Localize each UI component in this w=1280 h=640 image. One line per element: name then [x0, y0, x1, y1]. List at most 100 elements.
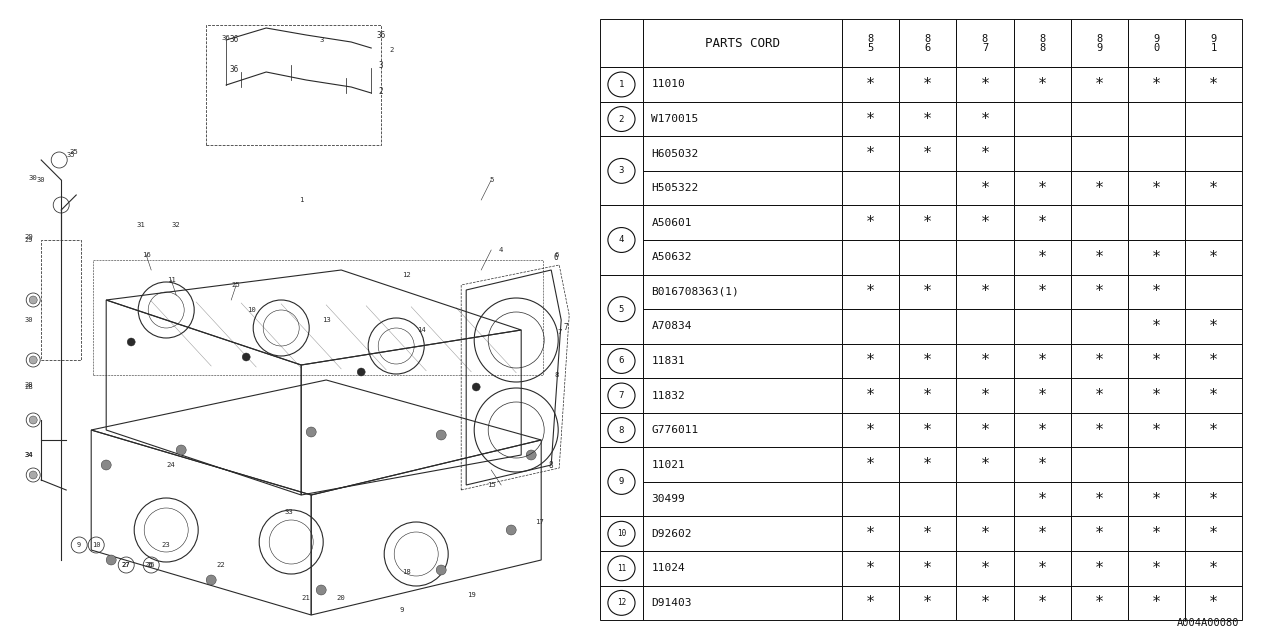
Text: *: *: [1094, 180, 1103, 196]
Text: 8
9: 8 9: [1096, 33, 1102, 53]
Bar: [41, 240, 81, 360]
Text: *: *: [867, 388, 876, 403]
Text: *: *: [1152, 353, 1161, 369]
Text: *: *: [1038, 422, 1047, 438]
Text: 5: 5: [618, 305, 625, 314]
Text: 29: 29: [24, 234, 33, 240]
Text: *: *: [980, 422, 989, 438]
Text: 9: 9: [618, 477, 625, 486]
Bar: [1185, 171, 1243, 205]
Text: A50601: A50601: [652, 218, 692, 228]
Circle shape: [242, 353, 250, 361]
Text: *: *: [867, 111, 876, 127]
Text: *: *: [923, 215, 932, 230]
Text: 9
0: 9 0: [1153, 33, 1160, 53]
Bar: [1185, 67, 1243, 102]
Bar: [643, 551, 842, 586]
Text: 1: 1: [618, 80, 625, 89]
Bar: [956, 67, 1014, 102]
Text: H605032: H605032: [652, 148, 699, 159]
Bar: [1014, 171, 1070, 205]
Text: 2: 2: [379, 88, 384, 97]
Bar: [1014, 309, 1070, 344]
Text: *: *: [980, 595, 989, 611]
Bar: [1128, 551, 1185, 586]
Bar: [1185, 586, 1243, 620]
Text: 12: 12: [402, 272, 411, 278]
Text: 34: 34: [24, 452, 33, 458]
Text: *: *: [1094, 422, 1103, 438]
Text: 24: 24: [166, 462, 175, 468]
Text: 36: 36: [221, 35, 230, 41]
Text: 13: 13: [321, 317, 330, 323]
Text: *: *: [867, 353, 876, 369]
Bar: [1014, 586, 1070, 620]
Bar: [956, 19, 1014, 67]
Text: 17: 17: [535, 519, 544, 525]
Text: *: *: [1210, 319, 1219, 334]
Bar: [1070, 482, 1128, 516]
Text: 10: 10: [92, 542, 100, 548]
Bar: [600, 136, 643, 205]
Text: *: *: [923, 457, 932, 472]
Bar: [1014, 482, 1070, 516]
Text: 9
1: 9 1: [1211, 33, 1217, 53]
Bar: [1128, 102, 1185, 136]
Text: 30: 30: [29, 175, 37, 181]
Text: *: *: [1094, 595, 1103, 611]
Text: 11010: 11010: [652, 79, 685, 90]
Bar: [1185, 344, 1243, 378]
Text: 21: 21: [302, 595, 311, 601]
Text: *: *: [867, 422, 876, 438]
Circle shape: [101, 460, 111, 470]
Bar: [643, 586, 842, 620]
Bar: [956, 240, 1014, 275]
Text: *: *: [1210, 595, 1219, 611]
Text: *: *: [1210, 561, 1219, 576]
Bar: [1128, 482, 1185, 516]
Text: *: *: [1094, 250, 1103, 265]
Bar: [643, 447, 842, 482]
Bar: [842, 309, 899, 344]
Text: *: *: [1152, 319, 1161, 334]
Bar: [1014, 102, 1070, 136]
Bar: [1014, 344, 1070, 378]
Text: *: *: [1038, 561, 1047, 576]
Text: *: *: [1152, 561, 1161, 576]
Text: 35: 35: [67, 152, 76, 158]
Text: D91403: D91403: [652, 598, 692, 608]
Bar: [956, 447, 1014, 482]
Bar: [600, 447, 643, 516]
Bar: [956, 102, 1014, 136]
Circle shape: [316, 585, 326, 595]
Bar: [899, 551, 956, 586]
Bar: [1014, 275, 1070, 309]
Bar: [1128, 67, 1185, 102]
Text: *: *: [1152, 388, 1161, 403]
Bar: [600, 551, 643, 586]
Bar: [899, 240, 956, 275]
Text: *: *: [1038, 77, 1047, 92]
Circle shape: [526, 450, 536, 460]
Text: 7: 7: [564, 323, 568, 333]
Bar: [1185, 19, 1243, 67]
Text: 34: 34: [24, 452, 33, 458]
Circle shape: [436, 430, 447, 440]
Circle shape: [436, 565, 447, 575]
Bar: [1128, 136, 1185, 171]
Text: 31: 31: [137, 222, 146, 228]
Bar: [1185, 413, 1243, 447]
Bar: [842, 136, 899, 171]
Bar: [206, 25, 381, 145]
Bar: [842, 551, 899, 586]
Bar: [1070, 275, 1128, 309]
Bar: [1128, 378, 1185, 413]
Text: *: *: [1038, 353, 1047, 369]
Text: 3: 3: [379, 61, 384, 70]
Bar: [842, 67, 899, 102]
Text: *: *: [923, 595, 932, 611]
Text: *: *: [1094, 561, 1103, 576]
Text: *: *: [1094, 77, 1103, 92]
Text: 35: 35: [70, 149, 78, 155]
Bar: [643, 102, 842, 136]
